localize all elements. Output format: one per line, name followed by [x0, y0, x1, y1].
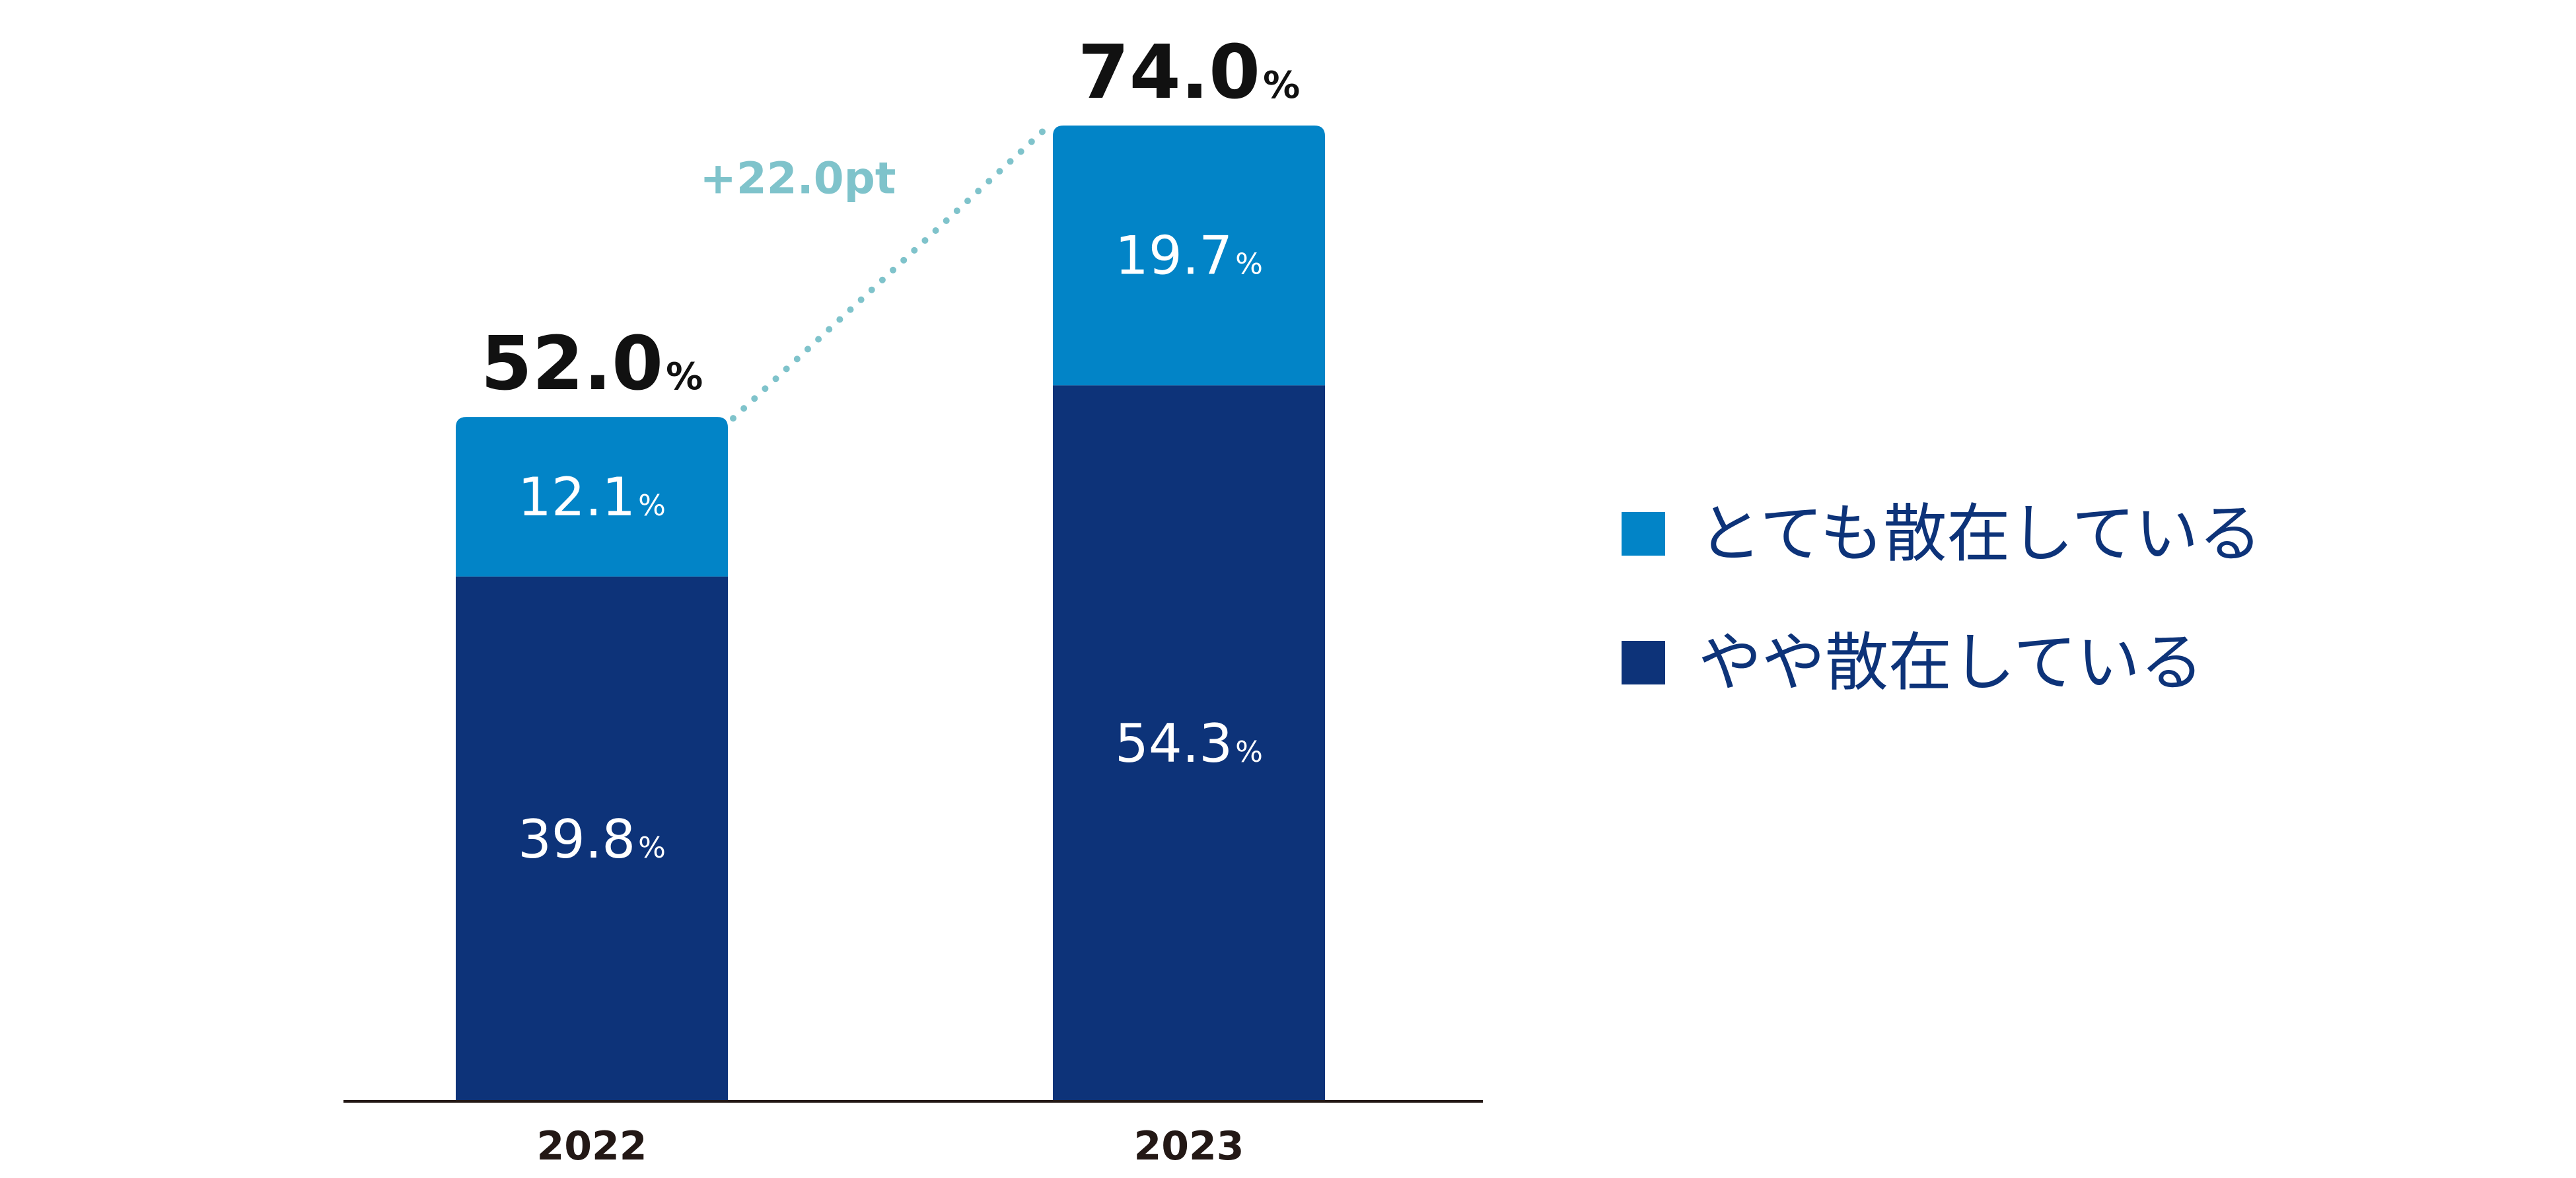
bars-layer	[456, 126, 1325, 1101]
category-label-2023: 2023	[1134, 1123, 1244, 1169]
category-label-2022: 2022	[537, 1123, 647, 1169]
segment-label-2023-somewhat: 54.3%	[1115, 713, 1263, 774]
segment-label-2023-very: 19.7%	[1115, 225, 1263, 287]
total-label-2023: 74.0%	[1078, 30, 1300, 116]
segment-label-2022-somewhat: 39.8%	[518, 809, 666, 870]
legend-item-very-scattered: とても散在している	[1622, 496, 2262, 571]
bar-segment-2023-somewhat	[1053, 385, 1325, 1101]
bar-segment-2022-somewhat	[456, 576, 728, 1101]
difference-annotation: +22.0pt	[700, 153, 896, 204]
legend-swatch-somewhat-scattered	[1622, 640, 1665, 684]
segment-label-2022-very: 12.1%	[518, 466, 666, 528]
legend-label-very-scattered: とても散在している	[1698, 496, 2262, 571]
total-label-2022: 52.0%	[481, 321, 703, 407]
legend-swatch-very-scattered	[1622, 511, 1665, 556]
bar-segment-2023-very	[1053, 126, 1325, 386]
difference-connector-line	[730, 124, 1051, 422]
labels-layer: 39.8% 12.1% 52.0% 2022 54.3% 19.7% 74.0% 2023 +2…	[343, 30, 1483, 1169]
legend-label-somewhat-scattered: やや散在している	[1698, 625, 2204, 700]
chart-legend: とても散在している やや散在している	[1622, 502, 2262, 760]
bar-segment-2022-very	[456, 417, 728, 577]
legend-item-somewhat-scattered: やや散在している	[1622, 631, 2262, 694]
